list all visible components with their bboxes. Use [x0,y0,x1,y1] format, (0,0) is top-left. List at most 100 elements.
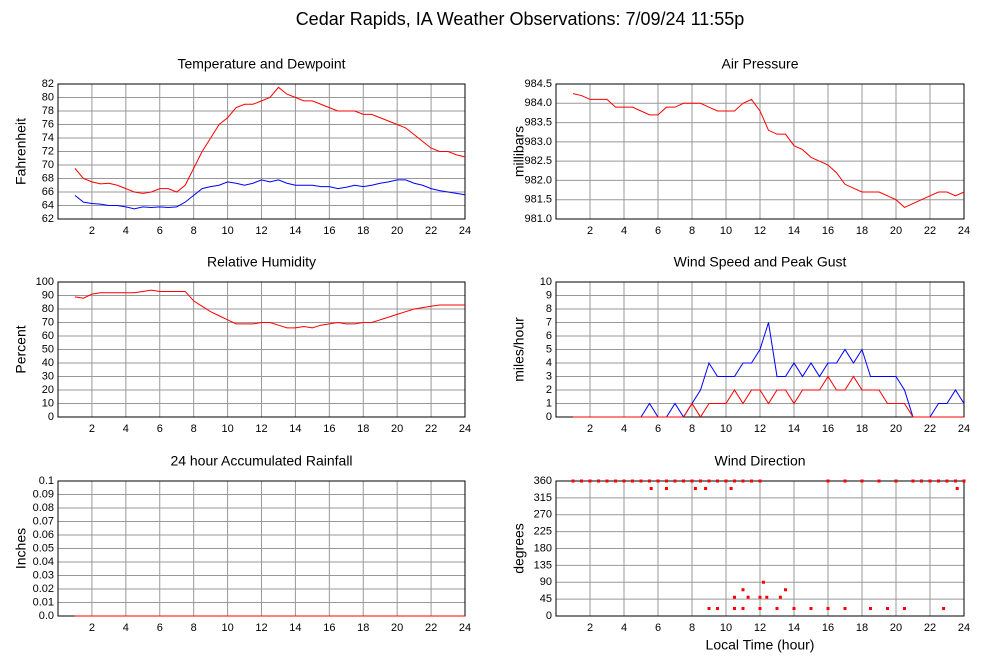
y-tick-label: 100 [36,276,54,288]
x-tick-label: 16 [323,423,335,435]
data-point [733,479,736,483]
chart-title: Air Pressure [721,56,798,72]
data-point [605,479,609,483]
x-tick-label: 2 [587,423,593,435]
figure-title: Cedar Rapids, IA Weather Observations: 7… [296,9,745,29]
x-tick-label: 10 [221,423,233,435]
chart-title: Temperature and Dewpoint [177,56,345,72]
x-tick-label: 16 [822,423,834,435]
data-point [784,588,787,592]
y-tick-label: 0 [48,411,54,423]
x-tick-label: 24 [459,225,471,237]
x-tick-label: 4 [123,225,129,237]
data-point [716,607,719,610]
y-tick-label: 62 [42,213,54,225]
x-tick-label: 16 [323,622,335,634]
y-tick-label: 6 [546,330,552,342]
x-tick-label: 24 [459,622,471,634]
chart-title: Wind Speed and Peak Gust [674,254,847,270]
data-point [733,607,736,610]
y-tick-label: 0.03 [33,569,54,581]
y-tick-label: 360 [534,475,552,487]
data-point [716,479,719,483]
data-point [724,479,728,483]
x-tick-label: 18 [357,423,369,435]
y-tick-label: 45 [540,593,552,605]
x-tick-label: 22 [425,225,437,237]
x-tick-label: 14 [788,423,800,435]
x-tick-label: 20 [391,622,403,634]
y-tick-label: 0.07 [33,515,54,527]
data-point [750,479,753,483]
y-axis-label: miles/hour [511,317,527,382]
x-tick-label: 24 [459,423,471,435]
x-tick-label: 12 [754,225,766,237]
y-axis-label: Fahrenheit [13,118,29,185]
y-tick-label: 50 [42,343,54,355]
x-tick-label: 4 [621,225,627,237]
y-tick-label: 315 [534,492,552,504]
data-point [631,479,634,483]
x-tick-label: 16 [323,225,335,237]
data-point [588,479,592,483]
x-tick-label: 2 [587,622,593,634]
y-tick-label: 70 [42,159,54,171]
x-tick-label: 6 [157,225,163,237]
x-tick-label: 18 [856,423,868,435]
y-tick-label: 74 [42,132,54,144]
data-line [572,93,965,209]
data-point [809,607,813,610]
data-point [886,607,889,610]
x-tick-label: 18 [856,622,868,634]
x-tick-label: 8 [191,423,197,435]
y-tick-label: 981.5 [524,194,552,206]
data-point [682,479,685,483]
x-tick-label: 6 [655,622,661,634]
data-point [894,479,898,483]
x-tick-label: 20 [890,423,902,435]
x-tick-label: 8 [191,225,197,237]
data-point [920,479,923,483]
data-point [699,479,702,483]
y-tick-label: 90 [540,576,552,588]
data-point [826,607,830,610]
x-tick-label: 10 [720,423,732,435]
x-tick-label: 10 [221,225,233,237]
y-tick-label: 30 [42,370,54,382]
x-tick-label: 24 [958,225,970,237]
chart-title: Relative Humidity [207,254,316,270]
y-tick-label: 982.5 [524,155,552,167]
data-point [729,487,733,490]
y-tick-label: 982.0 [524,174,552,186]
y-tick-label: 0.08 [33,502,54,514]
y-tick-label: 82 [42,78,54,90]
data-point [597,479,600,483]
y-tick-label: 0.05 [33,542,54,554]
x-tick-label: 8 [689,622,695,634]
y-tick-label: 0.1 [39,475,54,487]
x-tick-label: 8 [689,225,695,237]
x-tick-label: 12 [255,622,267,634]
y-tick-label: 76 [42,118,54,130]
y-tick-label: 70 [42,316,54,328]
y-tick-label: 0 [546,610,552,622]
data-point [571,479,575,483]
y-tick-label: 0.04 [33,556,54,568]
x-tick-label: 4 [621,423,627,435]
data-line [74,179,466,210]
data-point [649,487,653,490]
data-point [741,479,745,483]
data-point [775,607,779,610]
data-point [648,479,651,483]
data-point [778,595,782,599]
y-tick-label: 40 [42,357,54,369]
y-tick-label: 5 [546,343,552,355]
data-point [962,479,966,483]
y-tick-label: 983.0 [524,136,552,148]
x-tick-label: 2 [89,622,95,634]
data-point [937,479,940,483]
data-point [758,607,762,610]
y-tick-label: 981.0 [524,213,552,225]
plot-frame [555,281,965,418]
